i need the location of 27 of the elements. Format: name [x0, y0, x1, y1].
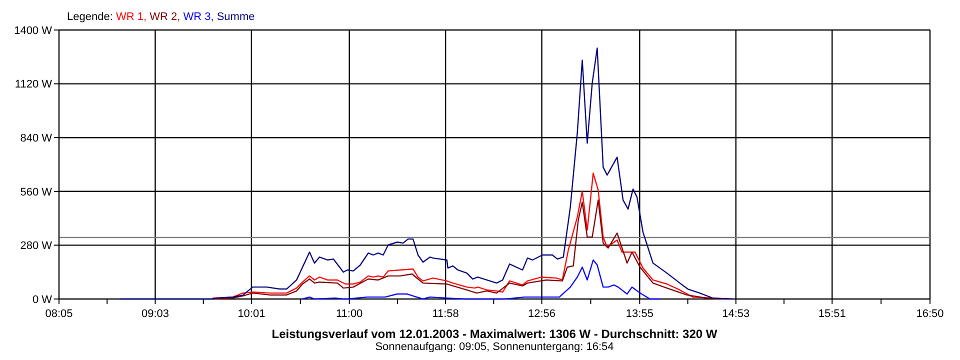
y-tick-label: 840 W [20, 132, 53, 144]
x-tick-label: 11:00 [336, 308, 363, 320]
text: WR 1, [116, 11, 150, 23]
text: WR 3, [183, 11, 217, 23]
x-tick-label: 16:50 [916, 308, 944, 320]
x-tick-label: 14:53 [722, 308, 750, 320]
y-tick-label: 280 W [20, 240, 53, 252]
x-tick-label: 12:56 [528, 308, 556, 320]
x-tick-label: 15:51 [818, 308, 846, 320]
line-series [120, 47, 734, 300]
x-tick-label: 11:58 [432, 308, 459, 320]
x-tick-label: 08:05 [45, 308, 73, 320]
line-series [302, 259, 661, 300]
y-tick-label: 560 W [20, 186, 53, 198]
line-series [212, 199, 720, 300]
text: Summe [216, 11, 255, 23]
line-series [212, 172, 728, 300]
y-tick-label: 1120 W [14, 78, 53, 91]
y-tick-label: 1400 W [14, 24, 53, 37]
y-tick-label: 0 W [32, 294, 53, 306]
text: Sonnenaufgang: 09:05, Sonnenuntergang: 16:54 [375, 341, 614, 353]
text: Leistungsverlauf vom 12.01.2003 - Maximalwert: 1306 W - Durchschnitt: 320 W [272, 327, 718, 341]
x-tick-label: 09:03 [141, 308, 169, 320]
text: WR 2, [150, 11, 184, 23]
x-tick-label: 13:55 [626, 308, 654, 320]
legend-title: Legende: [67, 11, 116, 23]
x-tick-label: 10:01 [238, 308, 266, 320]
